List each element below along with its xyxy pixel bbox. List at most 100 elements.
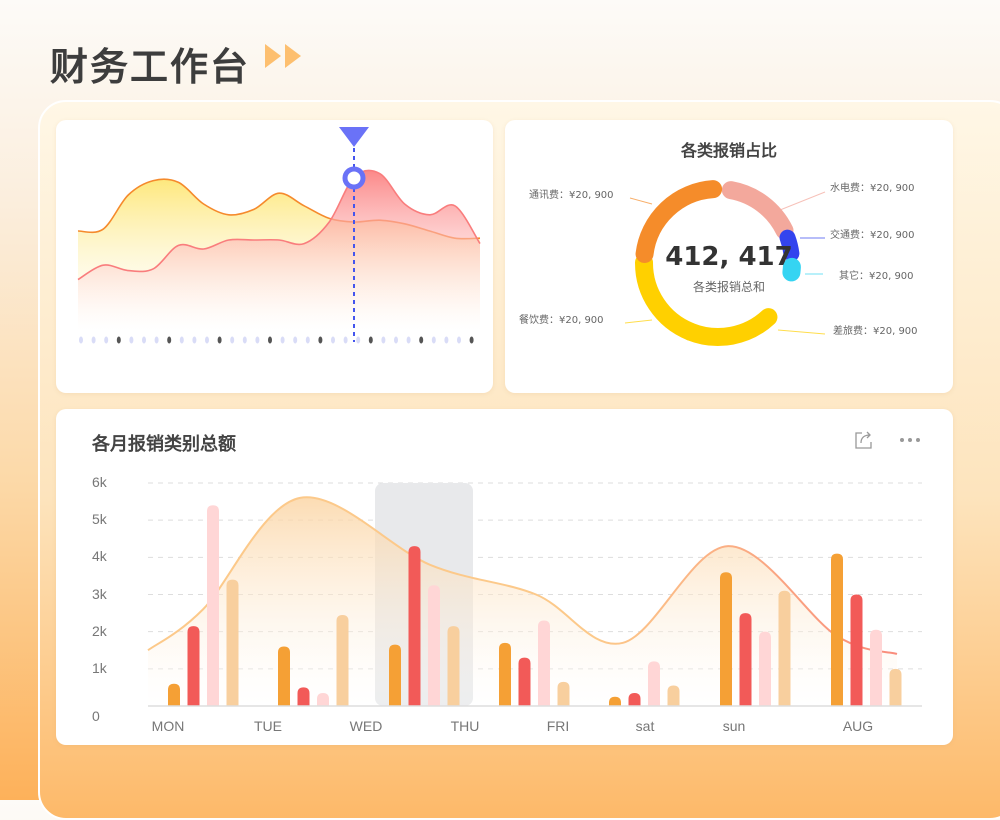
x-tick-label: AUG	[842, 718, 874, 734]
axis-tick	[79, 336, 83, 344]
donut-label: 通讯费：¥20, 900	[529, 190, 614, 201]
axis-tick	[431, 336, 436, 344]
axis-tick	[91, 336, 96, 344]
bar	[408, 546, 421, 706]
donut-title: 各类报销占比	[680, 141, 777, 160]
donut-segment	[635, 180, 723, 263]
bar	[499, 642, 511, 706]
bar	[226, 579, 239, 706]
y-tick-label: 1k	[92, 659, 107, 676]
bar	[428, 585, 440, 706]
axis-tick	[331, 336, 335, 344]
x-tick-label: FRI	[546, 718, 570, 734]
bar	[538, 620, 550, 706]
axis-tick	[381, 336, 386, 344]
bar	[187, 626, 200, 706]
page-title: 财务工作台	[50, 45, 251, 89]
axis-tick	[318, 336, 323, 344]
bar	[297, 687, 310, 706]
axis-tick	[280, 336, 285, 344]
double-chevron-right-icon[interactable]	[265, 44, 305, 68]
total-value: 412, 417	[665, 242, 793, 272]
leader-line	[629, 197, 653, 205]
donut-label: 交通费：¥20, 900	[830, 230, 915, 241]
donut-segment	[721, 181, 794, 240]
x-tick-label: sat	[635, 718, 655, 734]
leader-line	[779, 191, 826, 211]
area-fill	[148, 497, 897, 706]
bar	[557, 681, 570, 706]
axis-tick	[368, 336, 373, 344]
bar	[759, 631, 771, 706]
bar	[831, 553, 843, 706]
axis-tick	[419, 336, 424, 344]
bar	[778, 590, 791, 706]
bar	[518, 657, 531, 706]
donut-label: 其它：¥20, 900	[839, 271, 914, 282]
y-tick-label: 5k	[92, 511, 107, 528]
leader-line	[777, 329, 826, 335]
x-tick-label: WED	[349, 718, 383, 734]
axis-tick	[356, 336, 361, 344]
donut-segment	[779, 229, 800, 262]
donut-segment	[635, 253, 700, 341]
axis-tick	[192, 336, 197, 344]
more-dots-icon[interactable]	[899, 437, 923, 443]
axis-tick	[469, 336, 474, 344]
expense-share-card: 各类报销占比 412, 417 各类报销总和 水电费：¥20, 900 交通费：¥…	[505, 120, 953, 393]
bar	[850, 594, 863, 706]
axis-tick	[167, 336, 172, 344]
bar	[447, 626, 460, 706]
axis-tick	[205, 336, 209, 344]
bar	[648, 661, 660, 706]
bar	[336, 614, 349, 706]
bar	[889, 668, 902, 706]
axis-tick	[116, 336, 121, 344]
bar-card-title: 各月报销类别总额	[92, 434, 236, 455]
bar	[278, 646, 290, 706]
trend-chart[interactable]	[56, 120, 493, 393]
axis-tick	[230, 336, 235, 344]
bar	[389, 644, 401, 706]
y-tick-label: 2k	[92, 622, 107, 639]
axis-tick	[129, 336, 134, 344]
bar	[317, 692, 329, 706]
bar-chart	[147, 482, 922, 707]
axis-tick	[406, 336, 411, 344]
marker-triangle-icon	[339, 127, 369, 147]
y-tick-label: 4k	[92, 548, 107, 565]
bar	[207, 505, 219, 706]
total-label: 各类报销总和	[692, 280, 765, 294]
axis-tick	[104, 336, 109, 344]
axis-tick	[268, 336, 272, 344]
axis-tick	[293, 336, 298, 344]
axis-tick	[305, 336, 310, 344]
bar	[667, 685, 680, 706]
bar	[168, 683, 180, 706]
trend-card	[56, 120, 493, 393]
donut-label: 水电费：¥20, 900	[830, 183, 915, 194]
axis-tick	[444, 336, 449, 344]
axis-tick	[154, 336, 159, 344]
share-icon[interactable]	[854, 430, 874, 450]
axis-tick	[457, 336, 461, 344]
y-tick-label: 6k	[92, 474, 107, 490]
bar	[628, 692, 641, 706]
monthly-category-card: 各月报销类别总额 0 1k 2k 3k 4k 5k 6k MON TUE WED THU FRI sat…	[56, 409, 953, 745]
y-tick-label: 0	[92, 708, 100, 724]
donut-label: 差旅费：¥20, 900	[833, 326, 918, 337]
bar	[739, 613, 752, 706]
bar	[870, 629, 882, 706]
bar	[720, 572, 732, 706]
x-tick-label: MON	[151, 718, 185, 734]
axis-tick	[179, 336, 184, 344]
axis-tick	[217, 336, 222, 344]
donut-label: 餐饮费：¥20, 900	[519, 315, 604, 326]
donut-segment	[782, 257, 801, 282]
x-tick-label: sun	[722, 718, 746, 734]
axis-tick	[255, 336, 260, 344]
leader-line	[624, 319, 653, 324]
axis-tick	[142, 336, 146, 344]
axis-tick	[394, 336, 398, 344]
axis-tick	[242, 336, 247, 344]
